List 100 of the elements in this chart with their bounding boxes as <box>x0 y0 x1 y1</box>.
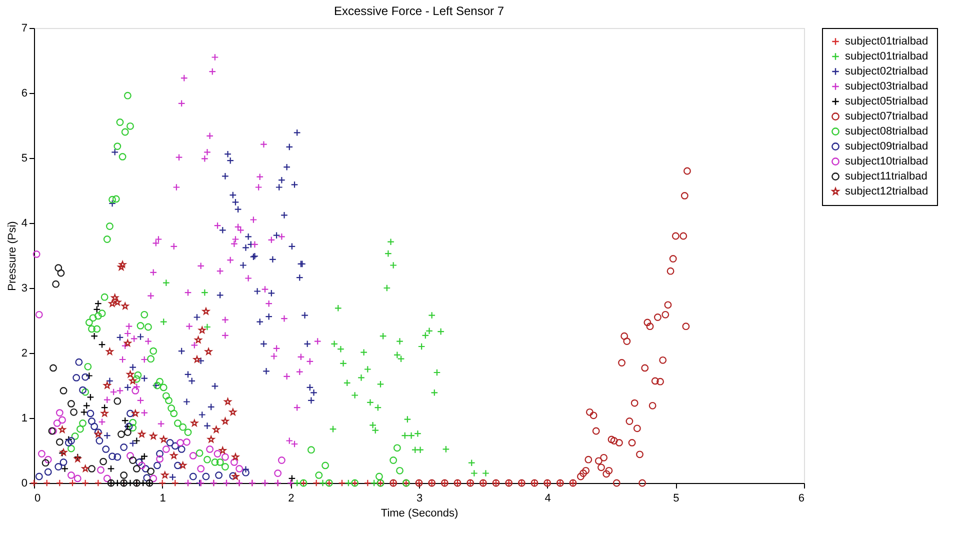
point <box>430 388 438 396</box>
point <box>52 280 60 288</box>
y-tick-label: 0 <box>21 478 28 490</box>
y-tick-label: 4 <box>21 218 28 230</box>
point <box>50 364 57 372</box>
point <box>307 446 315 454</box>
point <box>114 397 122 405</box>
point <box>140 310 148 318</box>
point <box>229 408 236 416</box>
point <box>615 438 623 446</box>
point <box>150 474 158 482</box>
point <box>132 410 139 417</box>
point <box>669 255 677 262</box>
point <box>189 472 197 480</box>
point <box>104 382 111 389</box>
point <box>397 355 405 363</box>
x-tick-label: 3 <box>416 492 423 504</box>
point <box>129 424 137 432</box>
point <box>94 300 102 308</box>
point <box>54 264 62 272</box>
point <box>161 471 168 478</box>
point <box>379 332 387 340</box>
point <box>126 452 134 460</box>
point <box>168 404 176 412</box>
point <box>202 308 210 315</box>
point <box>86 393 94 401</box>
point <box>64 438 72 446</box>
point <box>590 412 598 420</box>
point <box>76 425 84 433</box>
point <box>126 370 134 378</box>
point <box>215 471 223 479</box>
point <box>422 332 430 340</box>
point <box>322 462 330 470</box>
point <box>75 358 83 366</box>
point <box>132 386 140 394</box>
point <box>103 236 111 243</box>
point <box>664 301 672 309</box>
legend-label: subject09trialbad <box>845 140 928 152</box>
point <box>442 445 450 453</box>
point <box>82 373 90 381</box>
chart-title: Excessive Force - Left Sensor 7 <box>334 4 504 18</box>
point <box>600 454 608 462</box>
point <box>170 410 178 418</box>
point <box>179 462 186 469</box>
point <box>211 458 219 466</box>
point <box>64 436 72 444</box>
point <box>42 459 50 467</box>
point <box>70 408 78 416</box>
point <box>224 398 232 405</box>
point <box>222 453 229 461</box>
point <box>98 340 106 348</box>
legend-label: subject03trialbad <box>845 80 928 92</box>
point <box>160 436 168 443</box>
point <box>129 456 137 464</box>
point <box>189 452 197 460</box>
point <box>132 464 140 472</box>
point <box>72 374 80 382</box>
point <box>580 470 587 477</box>
point <box>236 464 244 472</box>
point <box>122 302 129 310</box>
point <box>338 479 346 487</box>
point <box>43 479 51 487</box>
point <box>194 336 202 344</box>
y-tick-label: 2 <box>21 348 28 360</box>
point <box>156 450 164 458</box>
point <box>74 474 82 482</box>
point <box>214 450 222 458</box>
point <box>132 375 140 383</box>
point <box>90 422 98 430</box>
x-tick-label: 6 <box>798 492 804 504</box>
point <box>200 288 208 296</box>
point <box>120 471 128 479</box>
point <box>68 479 76 487</box>
point <box>114 142 122 150</box>
point <box>98 310 106 318</box>
point <box>374 404 382 412</box>
point <box>171 479 179 487</box>
point <box>190 419 198 426</box>
y-tick-label: 3 <box>21 282 28 294</box>
point <box>106 348 114 355</box>
point <box>120 444 128 451</box>
legend-label: subject02trialbad <box>845 66 928 78</box>
point <box>437 328 445 336</box>
point <box>32 250 40 258</box>
point <box>58 426 66 433</box>
point <box>100 458 108 466</box>
point <box>393 351 401 359</box>
point <box>242 468 250 476</box>
point <box>184 428 192 436</box>
point <box>165 396 172 404</box>
point <box>68 400 75 408</box>
point <box>174 419 182 427</box>
point <box>684 167 691 175</box>
point <box>153 462 161 470</box>
point <box>85 372 93 380</box>
point <box>644 318 652 326</box>
point <box>618 359 626 366</box>
point <box>56 409 64 417</box>
point <box>193 356 201 363</box>
point <box>222 463 229 470</box>
